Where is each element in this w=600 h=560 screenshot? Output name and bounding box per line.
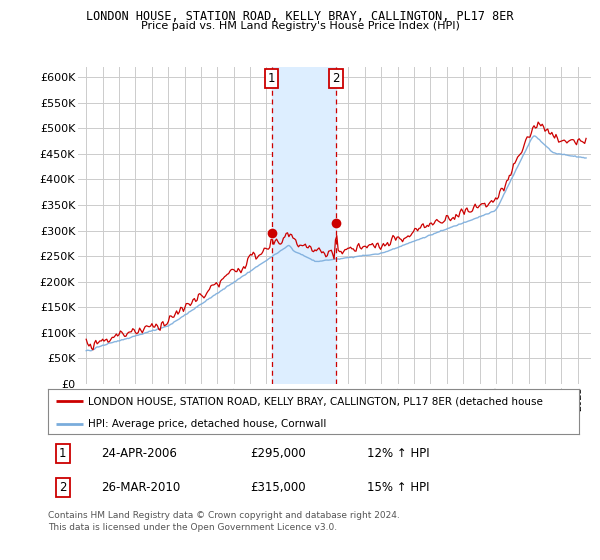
Text: Contains HM Land Registry data © Crown copyright and database right 2024.
This d: Contains HM Land Registry data © Crown c… bbox=[48, 511, 400, 532]
Text: 26-MAR-2010: 26-MAR-2010 bbox=[101, 481, 181, 494]
Text: 2: 2 bbox=[332, 72, 340, 85]
Text: LONDON HOUSE, STATION ROAD, KELLY BRAY, CALLINGTON, PL17 8ER (detached house: LONDON HOUSE, STATION ROAD, KELLY BRAY, … bbox=[88, 396, 543, 407]
Text: HPI: Average price, detached house, Cornwall: HPI: Average price, detached house, Corn… bbox=[88, 419, 326, 429]
Bar bbox=[272, 67, 336, 384]
Text: 1: 1 bbox=[268, 72, 275, 85]
Text: 24-APR-2006: 24-APR-2006 bbox=[101, 447, 177, 460]
Text: LONDON HOUSE, STATION ROAD, KELLY BRAY, CALLINGTON, PL17 8ER: LONDON HOUSE, STATION ROAD, KELLY BRAY, … bbox=[86, 10, 514, 22]
Text: Price paid vs. HM Land Registry's House Price Index (HPI): Price paid vs. HM Land Registry's House … bbox=[140, 21, 460, 31]
Text: 12% ↑ HPI: 12% ↑ HPI bbox=[367, 447, 429, 460]
Text: 15% ↑ HPI: 15% ↑ HPI bbox=[367, 481, 429, 494]
Text: 2: 2 bbox=[59, 481, 67, 494]
Text: £295,000: £295,000 bbox=[250, 447, 305, 460]
Text: £315,000: £315,000 bbox=[250, 481, 305, 494]
Text: 1: 1 bbox=[59, 447, 67, 460]
